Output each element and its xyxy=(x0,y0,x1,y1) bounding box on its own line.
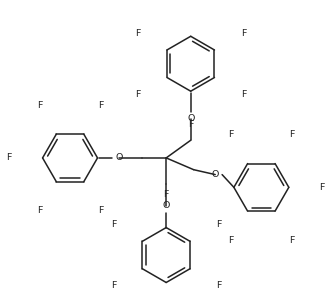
Text: O: O xyxy=(115,154,123,162)
Text: F: F xyxy=(241,29,246,38)
Text: F: F xyxy=(6,154,12,162)
Text: F: F xyxy=(319,183,325,192)
Text: F: F xyxy=(241,90,246,99)
Text: F: F xyxy=(98,206,103,215)
Text: F: F xyxy=(135,29,141,38)
Text: F: F xyxy=(111,281,116,290)
Text: F: F xyxy=(188,120,193,129)
Text: O: O xyxy=(187,114,194,123)
Text: F: F xyxy=(111,220,116,229)
Text: F: F xyxy=(98,101,103,110)
Text: F: F xyxy=(216,281,222,290)
Text: F: F xyxy=(216,220,222,229)
Text: F: F xyxy=(289,235,294,244)
Text: F: F xyxy=(37,101,42,110)
Text: F: F xyxy=(228,130,234,139)
Text: O: O xyxy=(212,170,219,179)
Text: F: F xyxy=(163,190,169,199)
Text: F: F xyxy=(37,206,42,215)
Text: F: F xyxy=(289,130,294,139)
Text: F: F xyxy=(135,90,141,99)
Text: O: O xyxy=(162,201,170,211)
Text: F: F xyxy=(228,235,234,244)
